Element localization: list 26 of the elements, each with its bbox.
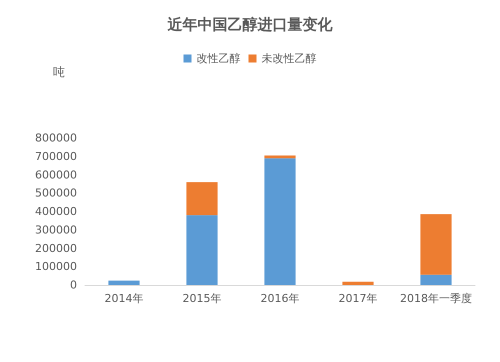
bar [186, 215, 218, 285]
x-tick-label: 2015年 [182, 292, 222, 305]
chart-title: 近年中国乙醇进口量变化 [166, 16, 334, 34]
x-tick-label: 2014年 [104, 292, 144, 305]
y-tick-label: 500000 [35, 186, 77, 200]
bar [108, 280, 140, 285]
bar [342, 282, 374, 285]
legend-label: 改性乙醇 [196, 52, 240, 65]
bar [264, 155, 296, 158]
x-tick-label: 2016年 [260, 292, 300, 305]
y-tick-label: 400000 [35, 205, 77, 218]
y-tick-label: 800000 [35, 132, 77, 144]
y-tick-label: 0 [70, 278, 77, 292]
y-tick-label: 200000 [35, 242, 77, 255]
legend-label: 未改性乙醇 [262, 52, 316, 65]
y-tick-label: 300000 [35, 223, 77, 236]
x-tick-label: 2018年一季度 [400, 292, 472, 305]
y-tick-label: 700000 [35, 150, 77, 163]
x-tick-label: 2017年 [338, 292, 378, 305]
y-tick-label: 100000 [35, 260, 77, 274]
bar [420, 274, 452, 285]
y-axis-title: 吨 [53, 65, 65, 79]
bar [420, 214, 452, 275]
bar [264, 158, 296, 285]
y-tick-label: 600000 [35, 168, 77, 182]
bar [186, 182, 218, 216]
